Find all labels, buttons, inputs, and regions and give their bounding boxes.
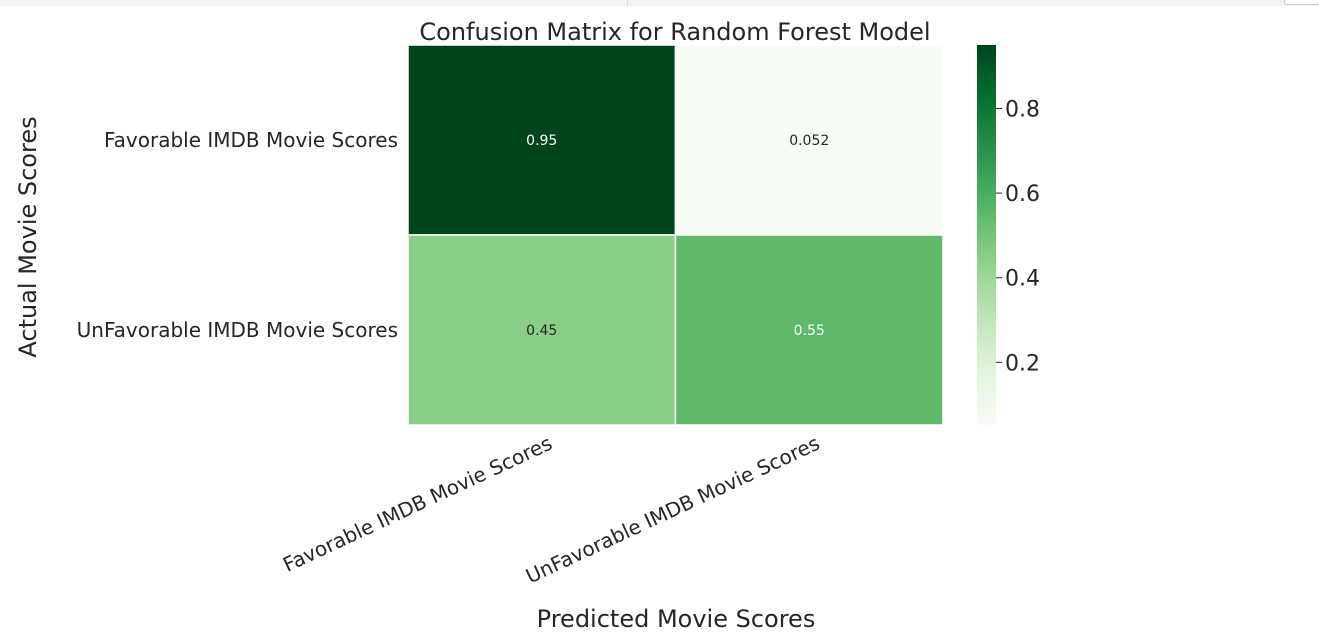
x-axis-label: Predicted Movie Scores: [537, 605, 816, 633]
top-bar-divider: [627, 0, 628, 6]
y-tick-label: Favorable IMDB Movie Scores: [104, 128, 398, 152]
cell-value-label: 0.95: [526, 133, 557, 149]
y-tick-labels: Favorable IMDB Movie Scores UnFavorable I…: [77, 128, 398, 342]
cell-value-label: 0.55: [794, 323, 825, 339]
x-tick-label: Favorable IMDB Movie Scores: [279, 431, 556, 577]
x-tick-label: UnFavorable IMDB Movie Scores: [522, 431, 823, 589]
y-axis-label: Actual Movie Scores: [14, 116, 42, 357]
colorbar-tick-label: 0.6: [1005, 182, 1040, 207]
chart-title: Confusion Matrix for Random Forest Model: [419, 18, 930, 46]
heatmap-cell: [674, 234, 944, 426]
colorbar: [977, 45, 996, 425]
cell-value-label: 0.052: [789, 133, 829, 149]
corner-button[interactable]: [1284, 0, 1319, 5]
colorbar-tick-label: 0.2: [1005, 351, 1040, 376]
heatmap-cell-labels: 0.95 0.052 0.45 0.55: [526, 133, 829, 339]
y-tick-label: UnFavorable IMDB Movie Scores: [77, 318, 398, 342]
cell-value-label: 0.45: [526, 323, 557, 339]
colorbar-ticks: 0.2 0.4 0.6 0.8: [996, 97, 1040, 376]
colorbar-tick-label: 0.8: [1005, 97, 1040, 122]
window-top-bar: [0, 0, 1319, 6]
heatmap-cells: [407, 44, 944, 426]
colorbar-tick-label: 0.4: [1005, 267, 1040, 292]
